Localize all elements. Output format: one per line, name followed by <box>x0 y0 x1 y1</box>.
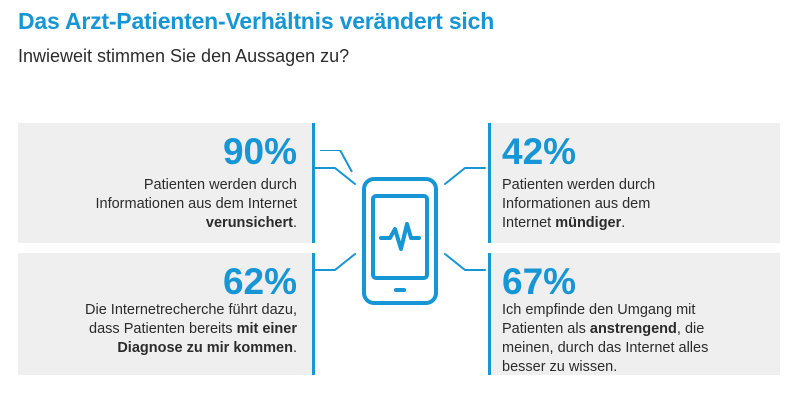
page-subtitle: Inwieweit stimmen Sie den Aussagen zu? <box>18 46 350 66</box>
stat-line: . <box>292 340 297 356</box>
accent-bar <box>488 253 491 375</box>
heartbeat-icon <box>379 222 421 251</box>
stat-description: Ich empfinde den Umgang mit Patienten al… <box>502 301 708 377</box>
stat-percent: 62% <box>222 261 297 302</box>
connector-top-right <box>444 167 486 185</box>
connector-bottom-right <box>444 253 486 271</box>
stat-line: Informationen aus dem Internet <box>95 196 297 212</box>
accent-bar <box>312 123 315 243</box>
stat-line: meinen, durch das Internet alles <box>502 340 709 356</box>
stat-line: dass Patienten bereits <box>89 321 237 337</box>
stat-description: Patienten werden durch Informationen aus… <box>95 176 297 233</box>
stat-description: Die Internetrecherche führt dazu, dass P… <box>85 301 297 358</box>
stat-line: besser zu wissen. <box>502 359 618 375</box>
stat-card-verunsichert: 90% Patienten werden durch Informationen… <box>18 123 315 243</box>
stat-emphasis: anstrengend <box>589 321 677 337</box>
smartphone-heartbeat-icon <box>320 150 353 173</box>
stat-line: Die Internetrecherche führt dazu, <box>85 302 297 318</box>
stat-line: Internet <box>502 215 556 231</box>
stat-card-anstrengend: 67% Ich empfinde den Umgang mit Patiente… <box>488 253 780 375</box>
stat-line: . <box>621 215 626 231</box>
stat-line: Patienten werden durch <box>143 177 297 193</box>
connector-lines <box>314 167 486 271</box>
connector-bottom-left <box>314 253 356 271</box>
page-title: Das Arzt-Patienten-Verhältnis verändert … <box>18 8 495 34</box>
stat-line: Informationen aus dem <box>502 196 651 212</box>
stat-percent: 42% <box>502 131 577 172</box>
stat-card-diagnose: 62% Die Internetrecherche führt dazu, da… <box>18 253 315 375</box>
phone-body <box>362 177 438 305</box>
stat-description: Patienten werden durch Informationen aus… <box>502 176 655 233</box>
accent-bar <box>488 123 491 243</box>
stat-card-muendiger: 42% Patienten werden durch Informationen… <box>488 123 780 243</box>
accent-bar <box>312 253 315 375</box>
stat-emphasis: mit einer <box>236 321 297 337</box>
connector-line <box>320 150 353 173</box>
connector-top-left <box>314 167 356 185</box>
stat-percent: 67% <box>502 261 577 302</box>
stat-line: Ich empfinde den Umgang mit <box>502 302 696 318</box>
stat-line: Patienten werden durch <box>502 177 656 193</box>
stat-emphasis: Diagnose zu mir kommen <box>117 340 293 356</box>
stat-line: , die <box>676 321 705 337</box>
phone-screen <box>371 194 429 280</box>
stat-line: . <box>292 215 297 231</box>
stat-emphasis: verunsichert <box>205 215 293 231</box>
stat-percent: 90% <box>222 131 297 172</box>
stat-line: Patienten als <box>502 321 590 337</box>
stat-emphasis: mündiger <box>555 215 622 231</box>
